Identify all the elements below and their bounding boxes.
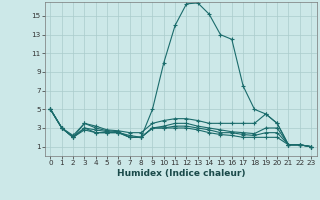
X-axis label: Humidex (Indice chaleur): Humidex (Indice chaleur) bbox=[116, 169, 245, 178]
